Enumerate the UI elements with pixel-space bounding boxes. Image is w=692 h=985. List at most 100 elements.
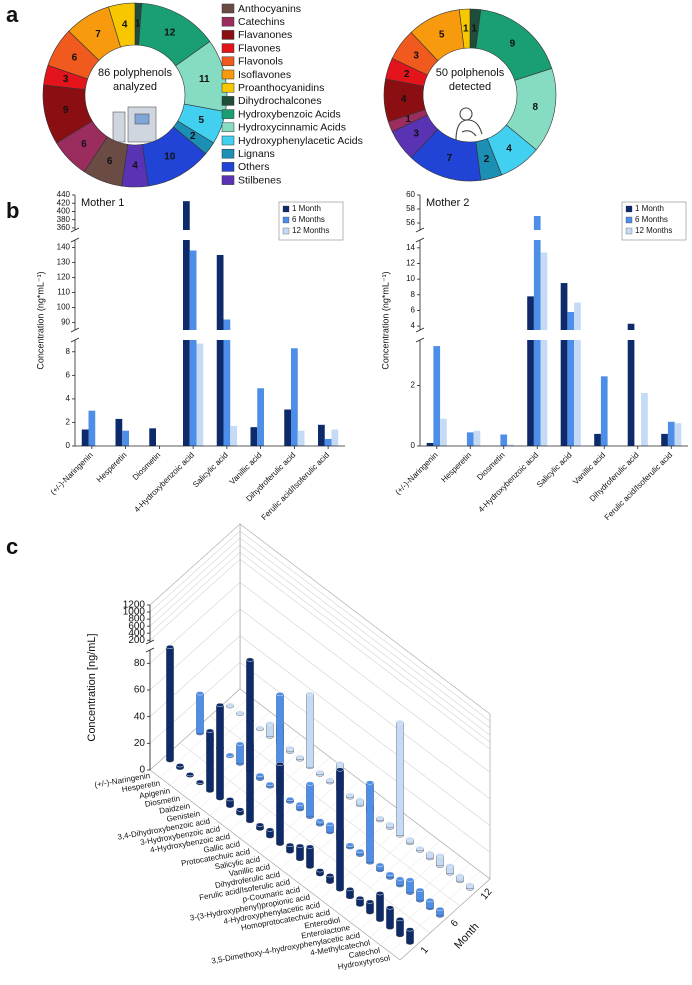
y-tick-label: 100	[57, 303, 71, 312]
bar-cap	[406, 837, 414, 842]
bar-cap	[406, 927, 414, 932]
grid-line	[239, 523, 491, 715]
y-axis-label: Concentration (ng*mL⁻¹)	[35, 271, 45, 369]
bar	[396, 722, 404, 836]
legend-label: Proanthocyanidins	[238, 82, 324, 94]
bar	[560, 283, 568, 446]
legend-swatch	[221, 43, 235, 53]
floor-grid	[329, 825, 421, 907]
bar	[306, 783, 314, 818]
y-tick-label: 380	[57, 215, 71, 224]
bar	[189, 250, 197, 446]
bar-cap	[226, 797, 234, 802]
z-tick-label: 40	[134, 711, 146, 722]
bar-cap	[216, 702, 224, 708]
bar-cap	[236, 807, 244, 812]
y-tick-label: 58	[406, 204, 415, 213]
slice-label: 5	[439, 29, 445, 40]
grid-line	[239, 635, 491, 826]
bar-cap	[266, 827, 274, 832]
bar	[236, 743, 244, 764]
grid-line	[239, 608, 491, 800]
floor-grid	[159, 696, 251, 778]
bar-cap	[326, 777, 334, 782]
floor-grid	[339, 833, 431, 915]
legend-label: Isoflavones	[238, 69, 291, 81]
floor-grid	[319, 818, 411, 900]
z-tick-label: 200	[128, 635, 145, 646]
floor-grid	[229, 749, 321, 831]
y-tick-label: 120	[57, 273, 71, 282]
y-tick-label: 400	[57, 207, 71, 216]
grid-line	[149, 552, 241, 634]
bar-cap	[396, 876, 404, 881]
center-label: analyzed	[113, 81, 157, 93]
bar-cap	[206, 728, 214, 733]
legend-swatch	[221, 3, 235, 14]
bar-cap	[366, 780, 374, 785]
bar	[426, 442, 434, 446]
bar-cap	[286, 796, 294, 802]
bar	[246, 659, 254, 822]
slice-label: 1	[405, 114, 411, 125]
y-tick-label: 130	[57, 258, 71, 267]
legend-swatch	[282, 227, 290, 235]
legend-swatch	[221, 69, 235, 80]
y-tick-label: 110	[57, 288, 70, 297]
bar-cap	[176, 763, 184, 768]
bar	[500, 434, 508, 446]
bar	[386, 907, 394, 928]
bar-cap	[316, 769, 324, 775]
floor-grid	[199, 726, 291, 809]
bar	[540, 252, 548, 446]
bar	[396, 918, 404, 936]
y-tick-label: 4	[411, 321, 416, 330]
bar	[667, 421, 675, 446]
z-tick-label: 800	[128, 614, 145, 625]
slice-label: 3	[413, 51, 419, 62]
z-tick-label: 20	[134, 738, 146, 749]
axis-break-gap	[416, 230, 688, 240]
legend-label: Dihydrochalcones	[238, 95, 321, 107]
icon-part	[112, 111, 126, 143]
x-tick-label: Hesperetin	[439, 451, 473, 485]
bar	[336, 769, 344, 890]
grid-line	[149, 530, 241, 613]
bar	[297, 430, 305, 446]
icon-part	[127, 106, 157, 143]
bar	[627, 323, 635, 446]
z-tick-label: 400	[128, 628, 145, 639]
bar-cap	[386, 871, 394, 876]
z-tick-label: 80	[134, 658, 146, 669]
slice-label: 1	[471, 23, 477, 34]
floor-grid	[299, 802, 391, 885]
month-label: 1	[419, 945, 431, 957]
bar-cap	[356, 895, 364, 901]
axis-break-mark	[145, 639, 155, 645]
x-tick-label: Salicylic acid	[191, 451, 230, 490]
bar-cap	[266, 721, 274, 726]
slice-label: 11	[199, 74, 210, 85]
bar-cap	[226, 752, 234, 757]
bar	[284, 409, 291, 446]
legend-swatch	[282, 205, 290, 213]
y-tick-label: 8	[411, 290, 416, 299]
icon-instrument	[112, 106, 157, 143]
bar	[594, 433, 601, 446]
bar-cap	[406, 877, 414, 882]
legend-label: 12 Months	[292, 226, 329, 235]
bar	[250, 427, 258, 446]
bar	[196, 343, 204, 446]
y-tick-label: 56	[406, 218, 415, 227]
legend-label: 1 Month	[292, 204, 321, 213]
bar-cap	[336, 761, 344, 766]
x-tick-label: Salicylic acid	[535, 451, 574, 490]
bar	[661, 433, 668, 446]
grid-line	[149, 635, 241, 717]
x-tick-label: (+/-)-Naringenin	[394, 451, 440, 497]
bar-cap	[196, 691, 204, 696]
legend-box	[621, 201, 687, 241]
legend-label: Flavones	[238, 42, 281, 54]
